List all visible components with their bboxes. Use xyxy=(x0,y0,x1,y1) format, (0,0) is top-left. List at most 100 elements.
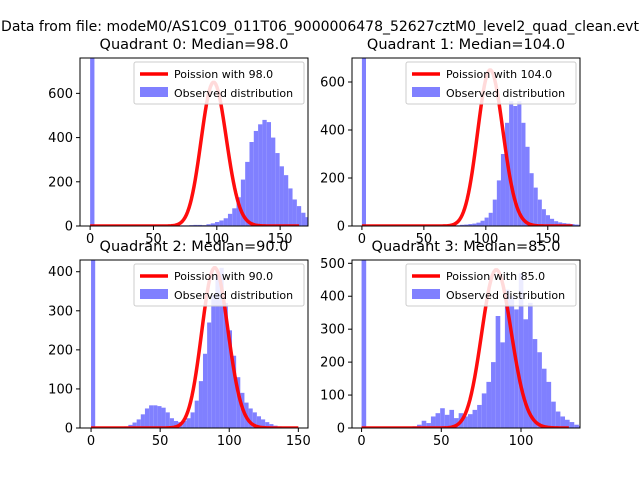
y-tick-label: 400 xyxy=(48,131,73,146)
histogram-bar xyxy=(435,413,441,428)
y-tick-label: 400 xyxy=(320,290,345,305)
x-tick-label: 50 xyxy=(145,232,162,247)
histogram-bar xyxy=(227,330,232,428)
histogram-bar xyxy=(523,319,529,428)
y-tick-label: 600 xyxy=(48,87,73,102)
x-tick-label: 0 xyxy=(358,232,366,247)
histogram-bar xyxy=(232,208,237,226)
histogram-bar xyxy=(500,154,506,226)
subplot-title: Quadrant 1: Median=104.0 xyxy=(367,37,565,53)
histogram-bar xyxy=(198,381,203,428)
subplot-title: Quadrant 2: Median=90.0 xyxy=(100,239,289,255)
histogram-bar xyxy=(513,106,518,226)
histogram-bar xyxy=(232,355,237,428)
histogram-bar xyxy=(565,419,570,428)
histogram-bar xyxy=(190,412,195,428)
histogram-bar xyxy=(169,418,174,428)
histogram-bar xyxy=(492,199,497,226)
histogram-bar xyxy=(468,224,473,226)
histogram-bar xyxy=(144,408,150,428)
legend-box xyxy=(133,263,305,307)
histogram-bar xyxy=(275,153,280,226)
histogram-bar xyxy=(574,224,579,226)
histogram-bar xyxy=(248,408,253,428)
histogram-bar xyxy=(496,180,501,226)
histogram-bar xyxy=(525,146,530,226)
histogram-bar xyxy=(588,427,593,428)
histogram-bar xyxy=(529,173,534,226)
legend-histogram-label: Observed distribution xyxy=(446,289,565,302)
histogram-bar xyxy=(421,420,427,428)
y-tick-label: 0 xyxy=(65,220,73,235)
y-tick-label: 600 xyxy=(320,76,345,91)
legend-box xyxy=(405,263,577,307)
y-tick-label: 400 xyxy=(320,124,345,139)
histogram-bar xyxy=(194,400,199,428)
legend-histogram-swatch xyxy=(412,87,440,97)
legend: Poission with 104.0 Observed distribution xyxy=(405,61,577,105)
axes-frame xyxy=(351,259,581,429)
legend-histogram-label: Observed distribution xyxy=(446,87,565,100)
histogram-bar xyxy=(253,130,259,226)
histogram-bar xyxy=(292,199,297,226)
histogram-bar xyxy=(481,393,487,428)
legend-poisson-label: Poission with 98.0 xyxy=(174,68,273,81)
histogram-bar xyxy=(517,101,522,226)
histogram-bar xyxy=(182,420,187,428)
histogram-bar xyxy=(550,218,555,226)
histogram-bar xyxy=(528,302,533,428)
subplot-title: Quadrant 0: Median=98.0 xyxy=(100,37,289,53)
histogram-bar xyxy=(215,275,220,428)
histogram-bar xyxy=(288,188,293,226)
histogram-bar xyxy=(444,414,450,428)
legend: Poission with 90.0 Observed distribution xyxy=(133,263,305,307)
histogram-bar xyxy=(361,58,367,226)
histogram-bar xyxy=(323,224,327,226)
histogram-bar xyxy=(266,122,272,226)
histogram-bar xyxy=(252,412,257,428)
histogram-bar xyxy=(223,218,228,226)
y-tick-label: 0 xyxy=(65,422,73,437)
histogram-bar xyxy=(236,197,241,226)
histogram-bar xyxy=(533,187,538,226)
histogram-bar xyxy=(454,418,459,428)
legend-box xyxy=(133,61,305,105)
legend-histogram-label: Observed distribution xyxy=(174,289,293,302)
histogram-bar xyxy=(491,362,496,428)
legend-histogram-swatch xyxy=(412,289,440,299)
histogram-bar xyxy=(240,179,246,226)
histogram-bar xyxy=(477,404,482,428)
x-tick-label: 0 xyxy=(86,232,94,247)
y-tick-label: 200 xyxy=(320,172,345,187)
histogram-bar xyxy=(140,414,145,428)
legend: Poission with 98.0 Observed distribution xyxy=(133,61,305,105)
histogram-bar xyxy=(318,223,322,226)
histogram-bar xyxy=(495,316,501,428)
subplot-quadrant-3: 0 50 100 0 100 200 300 400 500 Poission with 85.0… xyxy=(320,239,593,449)
histogram-bar xyxy=(245,161,250,226)
x-tick-label: 100 xyxy=(473,232,498,247)
x-tick-label: 100 xyxy=(204,232,229,247)
histogram-bar xyxy=(486,381,492,428)
poisson-curve xyxy=(361,268,569,428)
histogram-bar xyxy=(504,289,510,428)
histogram-bar xyxy=(210,223,216,226)
histogram-bar xyxy=(223,302,228,428)
histogram-bar xyxy=(518,273,524,428)
histogram-bar xyxy=(296,206,302,226)
histogram-bar xyxy=(310,220,314,226)
histogram-bar xyxy=(361,260,367,428)
histogram-bar xyxy=(440,408,445,428)
histogram-bar xyxy=(271,137,276,226)
histogram-bar xyxy=(537,352,542,428)
subplot-quadrant-0: 0 50 100 150 0 200 400 600 Poission with 98.0 Obs… xyxy=(48,37,327,247)
histogram-bar xyxy=(426,423,431,428)
y-tick-label: 300 xyxy=(320,323,345,338)
histogram-bar xyxy=(305,217,308,226)
histogram-bar xyxy=(551,401,556,428)
histogram-bar xyxy=(165,412,170,428)
histogram-bar xyxy=(161,407,166,428)
histogram-bar xyxy=(532,339,538,428)
x-tick-label: 50 xyxy=(152,434,169,449)
subplot-quadrant-2: 0 50 100 150 0 100 200 300 400 Poission with 90.0… xyxy=(48,239,311,449)
